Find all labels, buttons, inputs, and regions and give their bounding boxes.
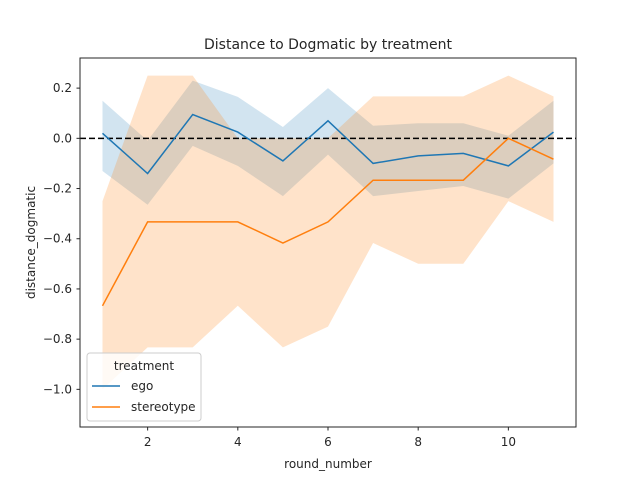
legend-box [86, 352, 202, 422]
ci-band-ego [102, 80, 554, 205]
series-line-stereotype [101, 137, 554, 307]
y-tick-label: 0.0 [53, 131, 72, 145]
x-tick-label: 6 [324, 435, 332, 449]
x-tick-label: 8 [414, 435, 422, 449]
y-axis-ticks: 0.2 0.0 −0.2 −0.4 −0.6 −0.8 −1.0 [43, 81, 80, 396]
y-tick-label: −0.6 [43, 282, 72, 296]
x-axis-ticks: 2 4 6 8 10 [144, 427, 516, 449]
chart-title: Distance to Dogmatic by treatment [204, 37, 453, 53]
confidence-bands [102, 75, 554, 390]
y-tick-label: −1.0 [43, 382, 72, 396]
y-tick-label: −0.2 [43, 182, 72, 196]
legend: treatment ego stereotype [86, 352, 202, 422]
series-line-ego [102, 113, 554, 175]
series-lines [101, 113, 554, 307]
x-tick-label: 2 [144, 435, 152, 449]
y-tick-label: 0.2 [53, 81, 72, 95]
legend-title: treatment [114, 359, 174, 373]
x-tick-label: 10 [501, 435, 516, 449]
x-tick-label: 4 [234, 435, 242, 449]
y-tick-label: −0.4 [43, 232, 72, 246]
x-axis-label: round_number [284, 457, 372, 471]
legend-label-stereotype: stereotype [131, 400, 196, 414]
y-tick-label: −0.8 [43, 332, 72, 346]
legend-label-ego: ego [131, 379, 153, 393]
y-axis-label: distance_dogmatic [24, 186, 38, 299]
